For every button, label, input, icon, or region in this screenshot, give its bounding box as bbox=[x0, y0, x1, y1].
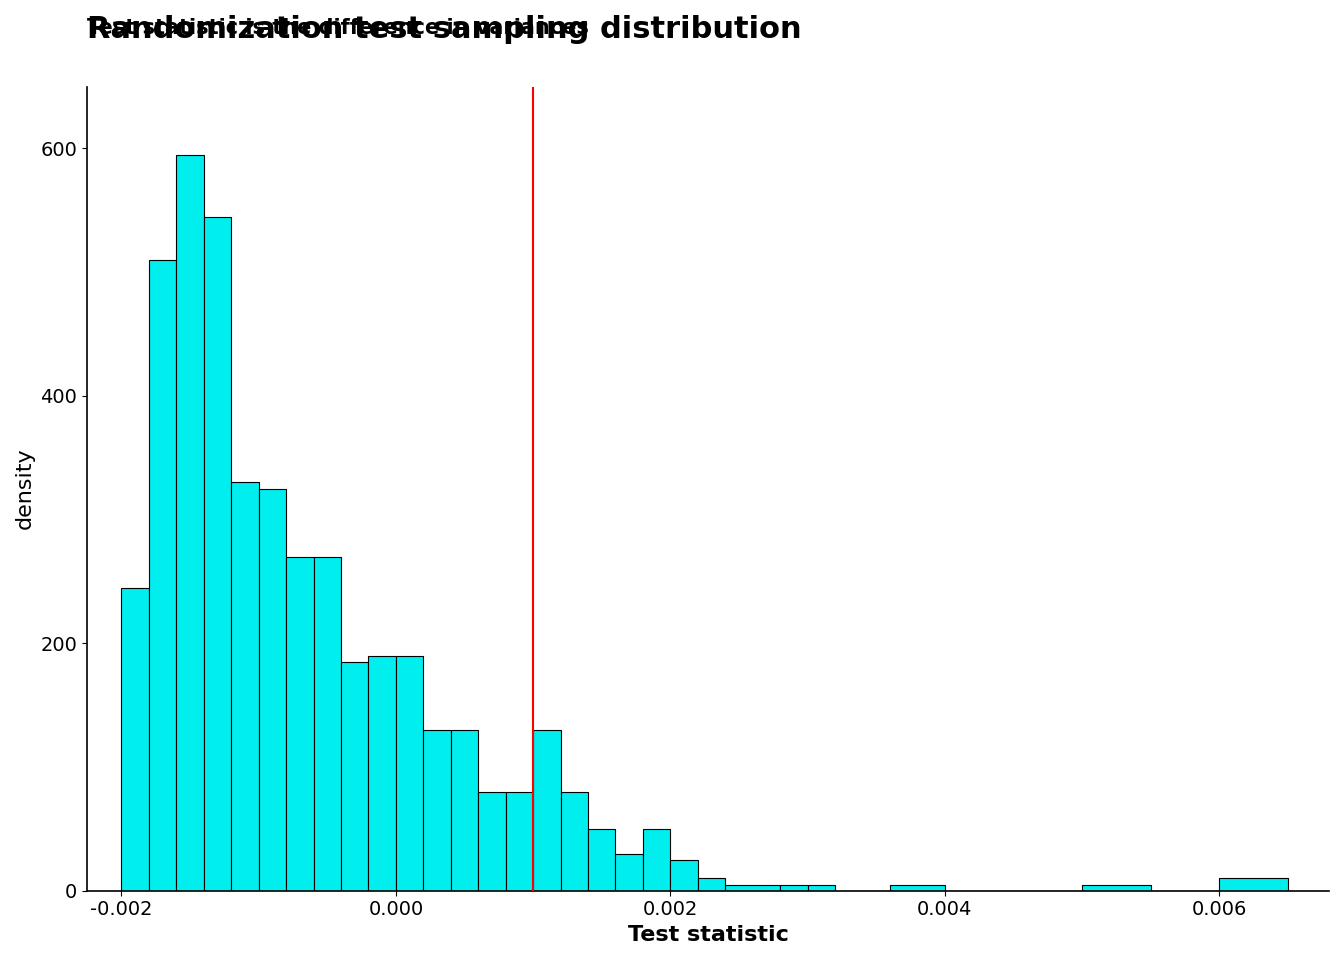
Bar bbox=[808, 884, 835, 891]
Bar bbox=[505, 792, 534, 891]
Bar bbox=[726, 884, 780, 891]
Bar bbox=[534, 730, 560, 891]
Bar bbox=[149, 260, 176, 891]
Bar bbox=[121, 588, 149, 891]
Bar bbox=[478, 792, 505, 891]
Bar bbox=[589, 828, 616, 891]
Text: Randomization test sampling distribution: Randomization test sampling distribution bbox=[87, 15, 802, 44]
Y-axis label: density: density bbox=[15, 448, 35, 530]
Bar bbox=[231, 483, 258, 891]
Bar bbox=[423, 730, 450, 891]
Bar bbox=[286, 557, 313, 891]
Bar bbox=[368, 656, 396, 891]
Bar bbox=[341, 661, 368, 891]
Bar bbox=[890, 884, 945, 891]
Bar bbox=[1219, 878, 1288, 891]
X-axis label: Test statistic: Test statistic bbox=[628, 925, 789, 945]
Bar bbox=[176, 155, 204, 891]
Bar bbox=[258, 489, 286, 891]
Bar bbox=[450, 730, 478, 891]
Bar bbox=[396, 656, 423, 891]
Bar bbox=[1082, 884, 1150, 891]
Bar bbox=[642, 828, 671, 891]
Text: Test statistic is the difference in variances: Test statistic is the difference in vari… bbox=[87, 18, 589, 38]
Bar bbox=[698, 878, 726, 891]
Bar bbox=[780, 884, 808, 891]
Bar bbox=[671, 860, 698, 891]
Bar bbox=[560, 792, 589, 891]
Bar bbox=[204, 217, 231, 891]
Bar bbox=[616, 853, 642, 891]
Bar bbox=[313, 557, 341, 891]
